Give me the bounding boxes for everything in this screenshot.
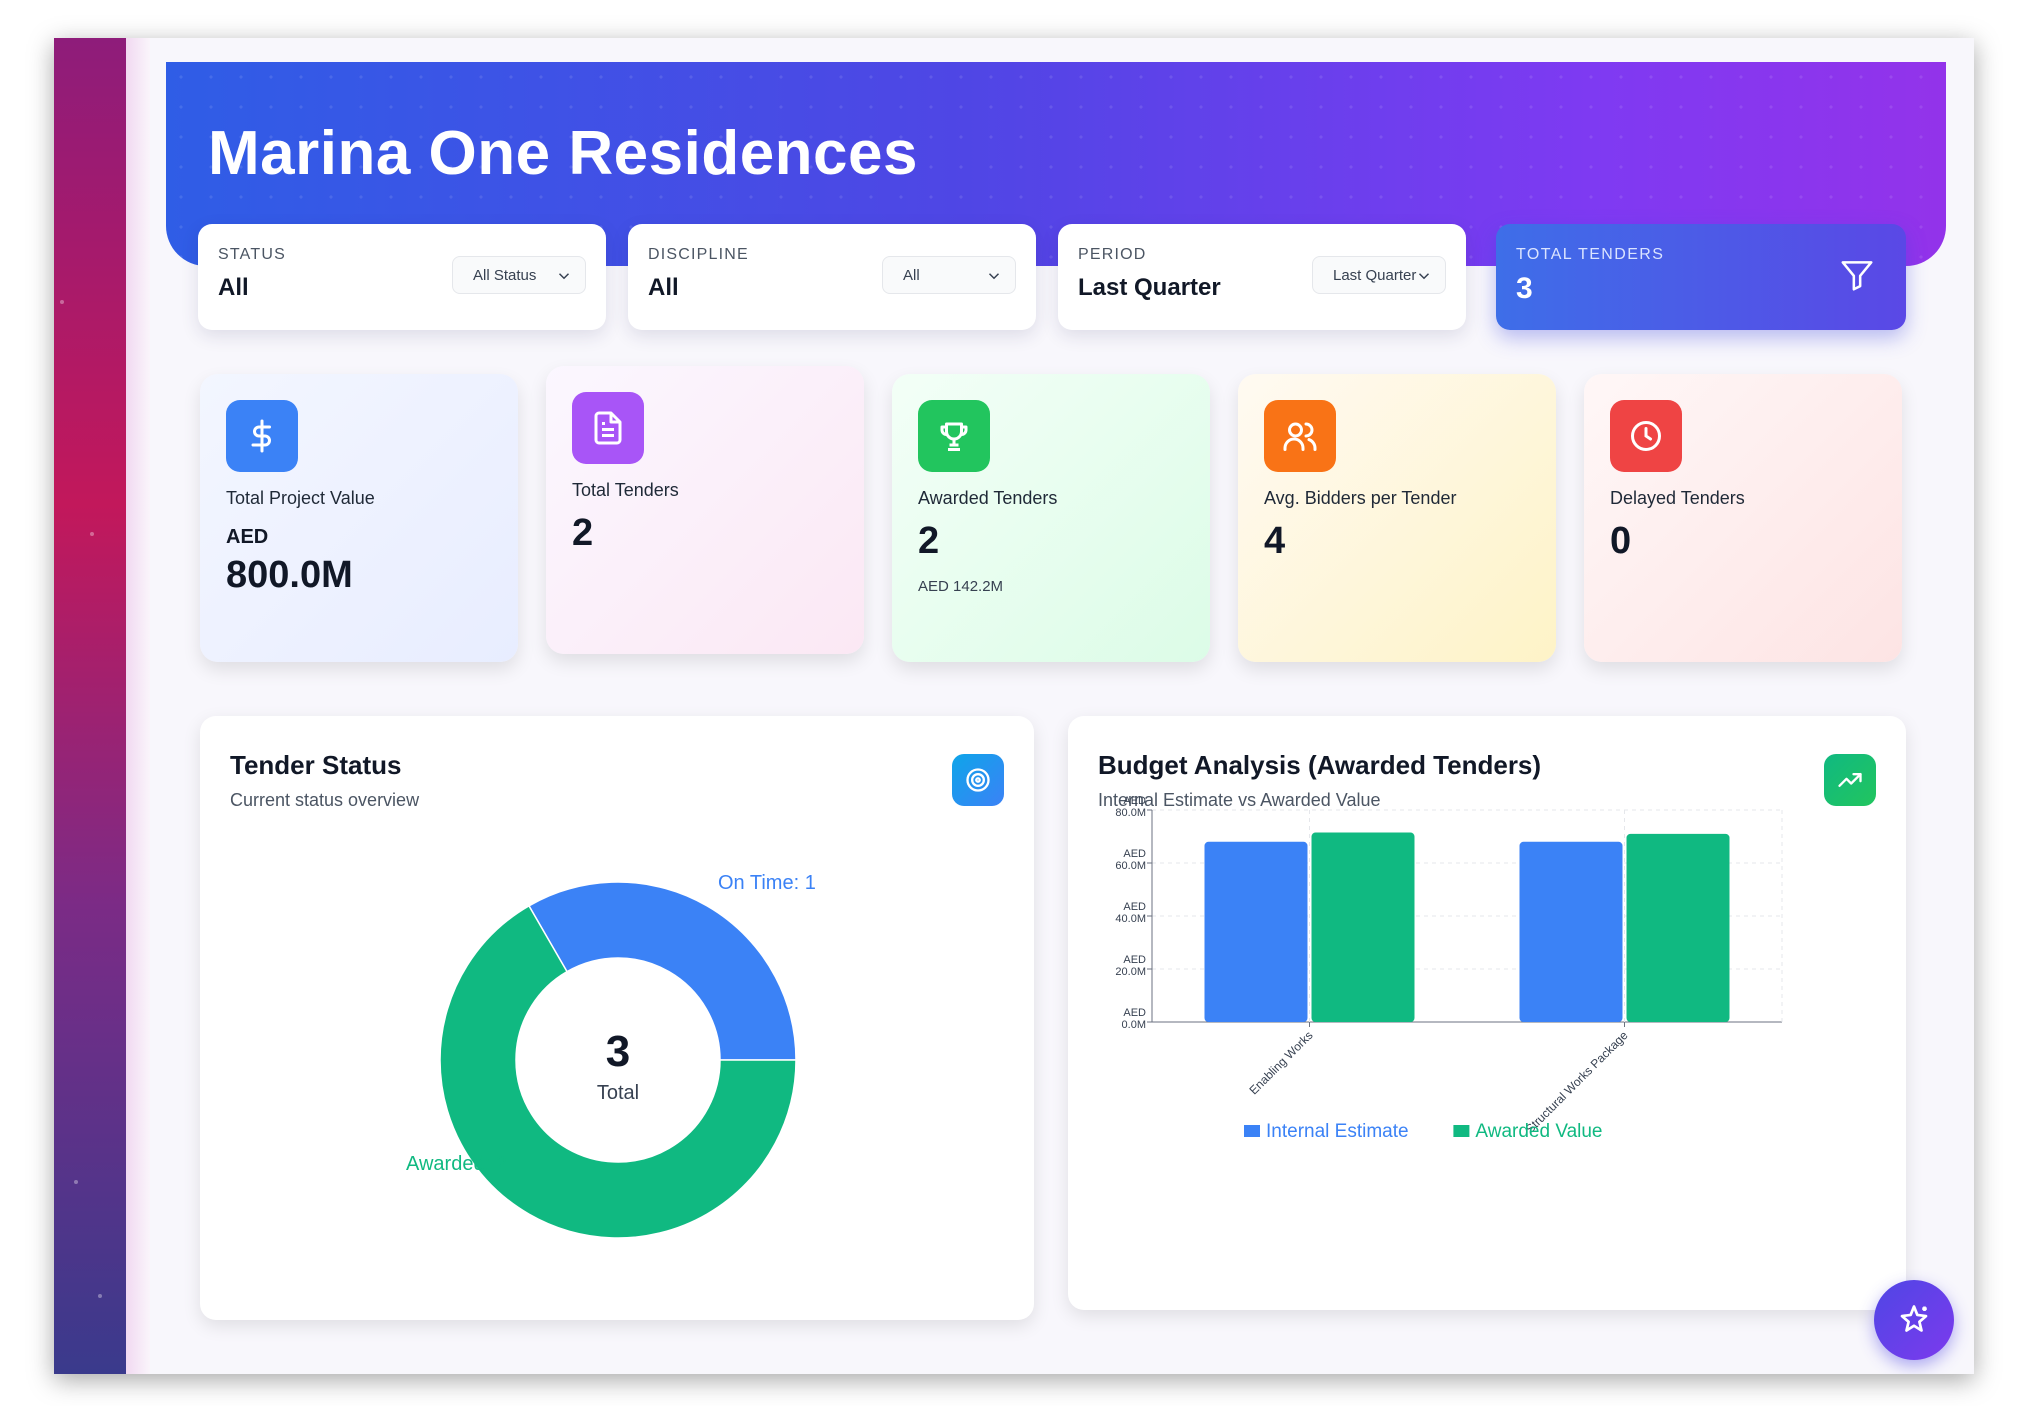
kpi-delayed-tenders: Delayed Tenders 0 <box>1584 374 1902 662</box>
kpi-title: Avg. Bidders per Tender <box>1264 488 1457 508</box>
total-tenders-label: TOTAL TENDERS <box>1516 246 1665 263</box>
kpi-value: 2 <box>572 512 594 554</box>
kpi-icon-box <box>572 392 644 464</box>
donut-center-value: 3 <box>606 1027 630 1076</box>
sidebar <box>54 38 126 1374</box>
kpi-value: 2 <box>918 520 940 562</box>
page-title: Marina One Residences <box>208 119 918 188</box>
kpi-avg-bidders: Avg. Bidders per Tender 4 <box>1238 374 1556 662</box>
target-badge[interactable] <box>952 754 1004 806</box>
filter-discipline-card: DISCIPLINE All All <box>628 224 1036 330</box>
kpi-subvalue: AED 142.2M <box>918 578 1004 595</box>
kpi-awarded-tenders: Awarded Tenders 2 AED 142.2M <box>892 374 1210 662</box>
bar-internal-estimate[interactable] <box>1519 841 1623 1022</box>
tender-status-panel: Tender Status Current status overview On… <box>200 716 1034 1320</box>
bar-awarded-value[interactable] <box>1311 832 1415 1022</box>
filter-period-card: PERIOD Last Quarter Last Quarter <box>1058 224 1466 330</box>
chevron-down-icon <box>988 273 1000 280</box>
assistant-button[interactable] <box>1874 1280 1954 1360</box>
kpi-title: Total Project Value <box>226 488 375 508</box>
target-icon <box>966 768 990 792</box>
kpi-title: Awarded Tenders <box>918 488 1058 508</box>
kpi-icon-box <box>1264 400 1336 472</box>
sparkle-icon <box>1900 1305 1928 1332</box>
kpi-value: 800.0M <box>226 554 353 596</box>
donut-label-awarded: Awarded: 2 <box>406 1153 507 1175</box>
kpi-value: 4 <box>1264 520 1286 562</box>
x-tick-label: Enabling Works <box>1246 1028 1315 1097</box>
dollar-icon <box>251 419 271 453</box>
legend-label[interactable]: Internal Estimate <box>1266 1121 1409 1142</box>
period-select-value: Last Quarter <box>1333 267 1417 284</box>
filter-icon[interactable] <box>1838 256 1876 294</box>
filter-label: DISCIPLINE <box>648 246 749 263</box>
filter-status-card: STATUS All All Status <box>198 224 606 330</box>
total-tenders-card: TOTAL TENDERS 3 <box>1496 224 1906 330</box>
kpi-total-tenders: Total Tenders 2 <box>546 366 864 654</box>
panel-title: Tender Status <box>230 750 402 780</box>
filter-label: STATUS <box>218 246 286 263</box>
donut-center-label: Total <box>597 1082 639 1104</box>
filter-value: All <box>218 274 249 301</box>
status-select[interactable]: All Status <box>452 256 586 294</box>
kpi-prefix: AED <box>226 526 269 548</box>
trend-badge[interactable] <box>1824 754 1876 806</box>
donut-label-on-time: On Time: 1 <box>718 872 816 894</box>
chevron-down-icon <box>1418 273 1430 280</box>
filter-label: PERIOD <box>1078 246 1147 263</box>
y-tick-label: AED 20.0M <box>1115 954 1146 978</box>
y-tick-label: AED 80.0M <box>1115 795 1146 819</box>
kpi-title: Delayed Tenders <box>1610 488 1745 508</box>
users-icon <box>1283 422 1317 451</box>
y-tick-label: AED 0.0M <box>1122 1007 1147 1031</box>
kpi-title: Total Tenders <box>572 480 679 500</box>
donut-slice-on-time[interactable] <box>527 881 797 1061</box>
legend-label[interactable]: Awarded Value <box>1475 1121 1602 1142</box>
trophy-icon <box>940 422 968 451</box>
sidebar-edge <box>126 38 150 1374</box>
panel-subtitle: Internal Estimate vs Awarded Value <box>1098 790 1381 810</box>
discipline-select[interactable]: All <box>882 256 1016 294</box>
kpi-total-project-value: Total Project Value AED 800.0M <box>200 374 518 662</box>
trend-up-icon <box>1838 773 1862 787</box>
document-icon <box>594 411 622 445</box>
kpi-icon-box <box>226 400 298 472</box>
total-tenders-value: 3 <box>1516 272 1533 305</box>
period-select[interactable]: Last Quarter <box>1312 256 1446 294</box>
x-tick-label: Structural Works Package <box>1523 1028 1631 1136</box>
clock-icon <box>1631 421 1661 451</box>
status-select-value: All Status <box>473 267 537 284</box>
filter-value: All <box>648 274 679 301</box>
kpi-icon-box <box>1610 400 1682 472</box>
discipline-select-value: All <box>903 267 920 284</box>
app-window: Marina One Residences STATUS All All Sta… <box>54 38 1974 1374</box>
panel-title: Budget Analysis (Awarded Tenders) <box>1098 750 1542 780</box>
y-tick-label: AED 40.0M <box>1115 901 1146 925</box>
donut-slice-awarded[interactable] <box>439 904 797 1239</box>
budget-analysis-panel: Budget Analysis (Awarded Tenders) Intern… <box>1068 716 1906 1310</box>
kpi-icon-box <box>918 400 990 472</box>
bar-internal-estimate[interactable] <box>1204 841 1308 1022</box>
panel-subtitle: Current status overview <box>230 790 420 810</box>
bar-awarded-value[interactable] <box>1626 833 1730 1022</box>
legend-swatch <box>1244 1125 1260 1137</box>
donut-chart: On Time: 1 Awarded: 2 3 Total <box>406 872 816 1239</box>
filter-value: Last Quarter <box>1078 274 1221 301</box>
chevron-down-icon <box>558 273 570 280</box>
y-tick-label: AED 60.0M <box>1115 848 1146 872</box>
kpi-value: 0 <box>1610 520 1632 562</box>
legend-swatch <box>1453 1125 1470 1137</box>
